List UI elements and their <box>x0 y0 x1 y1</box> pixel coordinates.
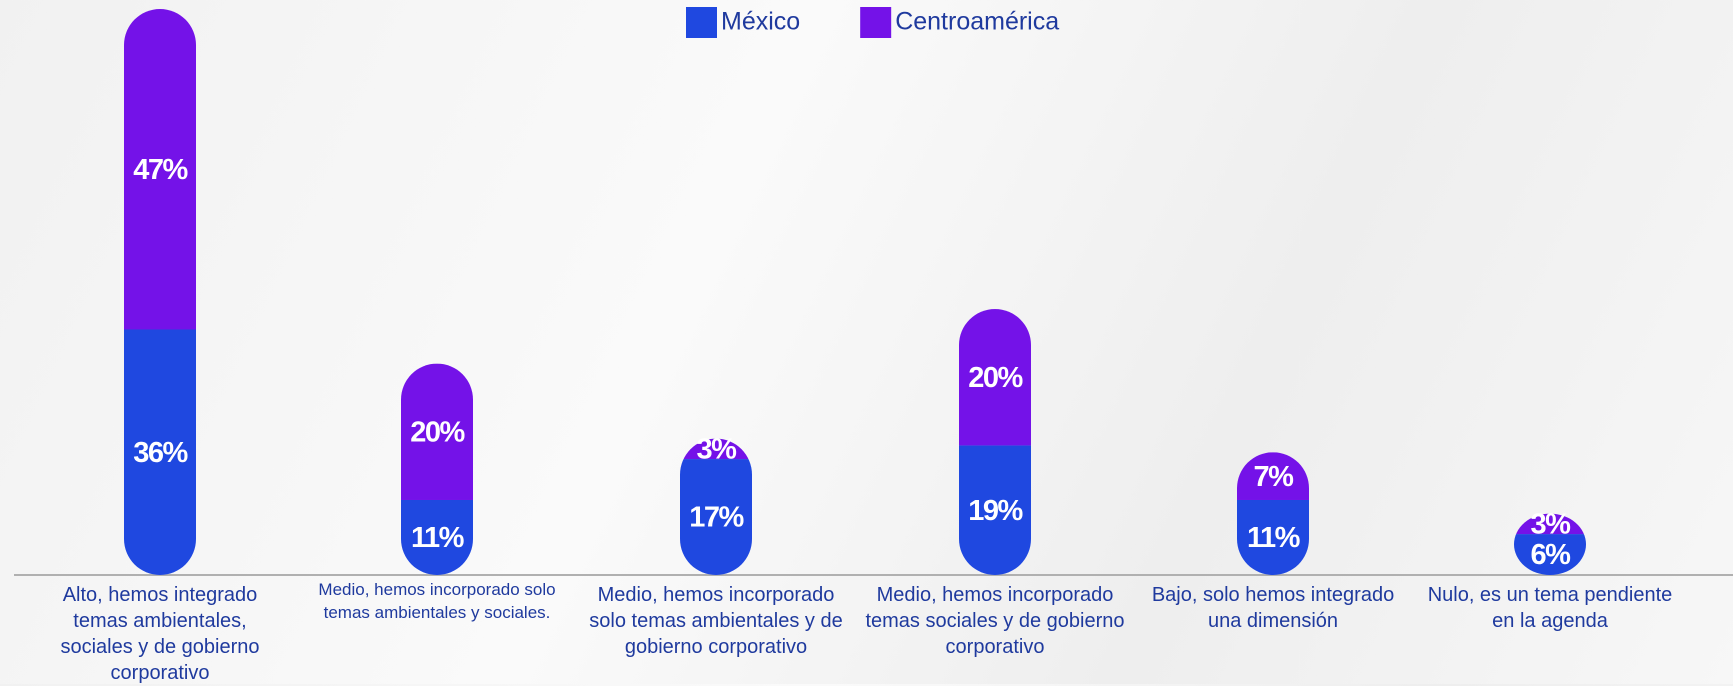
value-label: 11% <box>1247 522 1301 554</box>
value-label: 19% <box>968 495 1023 527</box>
value-label: 6% <box>1531 539 1572 571</box>
bar-segment <box>401 499 473 575</box>
bar-segment <box>1514 513 1586 535</box>
bar-group <box>680 438 752 575</box>
bar-segment <box>680 438 752 460</box>
value-label: 3% <box>697 433 738 465</box>
value-label: 11% <box>411 522 465 554</box>
bar-segment <box>680 459 752 575</box>
bar-segment <box>959 445 1031 575</box>
bar-segment <box>124 329 196 575</box>
x-tick-label: Alto, hemos integrado temas ambientales,… <box>60 584 260 684</box>
bar-group <box>401 363 473 575</box>
bar-segment <box>124 9 196 330</box>
bar-group <box>959 309 1031 575</box>
legend-label: Centroamérica <box>895 8 1059 36</box>
bar-group <box>124 9 196 575</box>
x-tick-label: Medio, hemos incorporado solo temas ambi… <box>318 580 556 622</box>
value-label: 20% <box>968 362 1023 394</box>
legend-label: México <box>721 8 800 36</box>
bar-segment <box>1237 499 1309 575</box>
value-label: 47% <box>133 154 188 186</box>
x-tick-label: Bajo, solo hemos integrado una dimensión <box>1151 584 1395 632</box>
legend-swatch <box>860 7 892 38</box>
value-label: 20% <box>410 416 465 448</box>
value-label: 3% <box>1531 509 1572 541</box>
bar-segment <box>401 363 473 500</box>
value-label: 7% <box>1254 461 1295 493</box>
value-label: 36% <box>133 437 188 469</box>
value-label: 17% <box>689 502 744 534</box>
x-tick-label: Nulo, es un tema pendiente en la agenda <box>1427 584 1673 632</box>
x-tick-label: Medio, hemos incorporado solo temas ambi… <box>589 584 843 658</box>
legend-swatch <box>686 7 717 38</box>
bar-segment <box>959 309 1031 446</box>
x-tick-label: Medio, hemos incorporado temas sociales … <box>865 584 1125 658</box>
